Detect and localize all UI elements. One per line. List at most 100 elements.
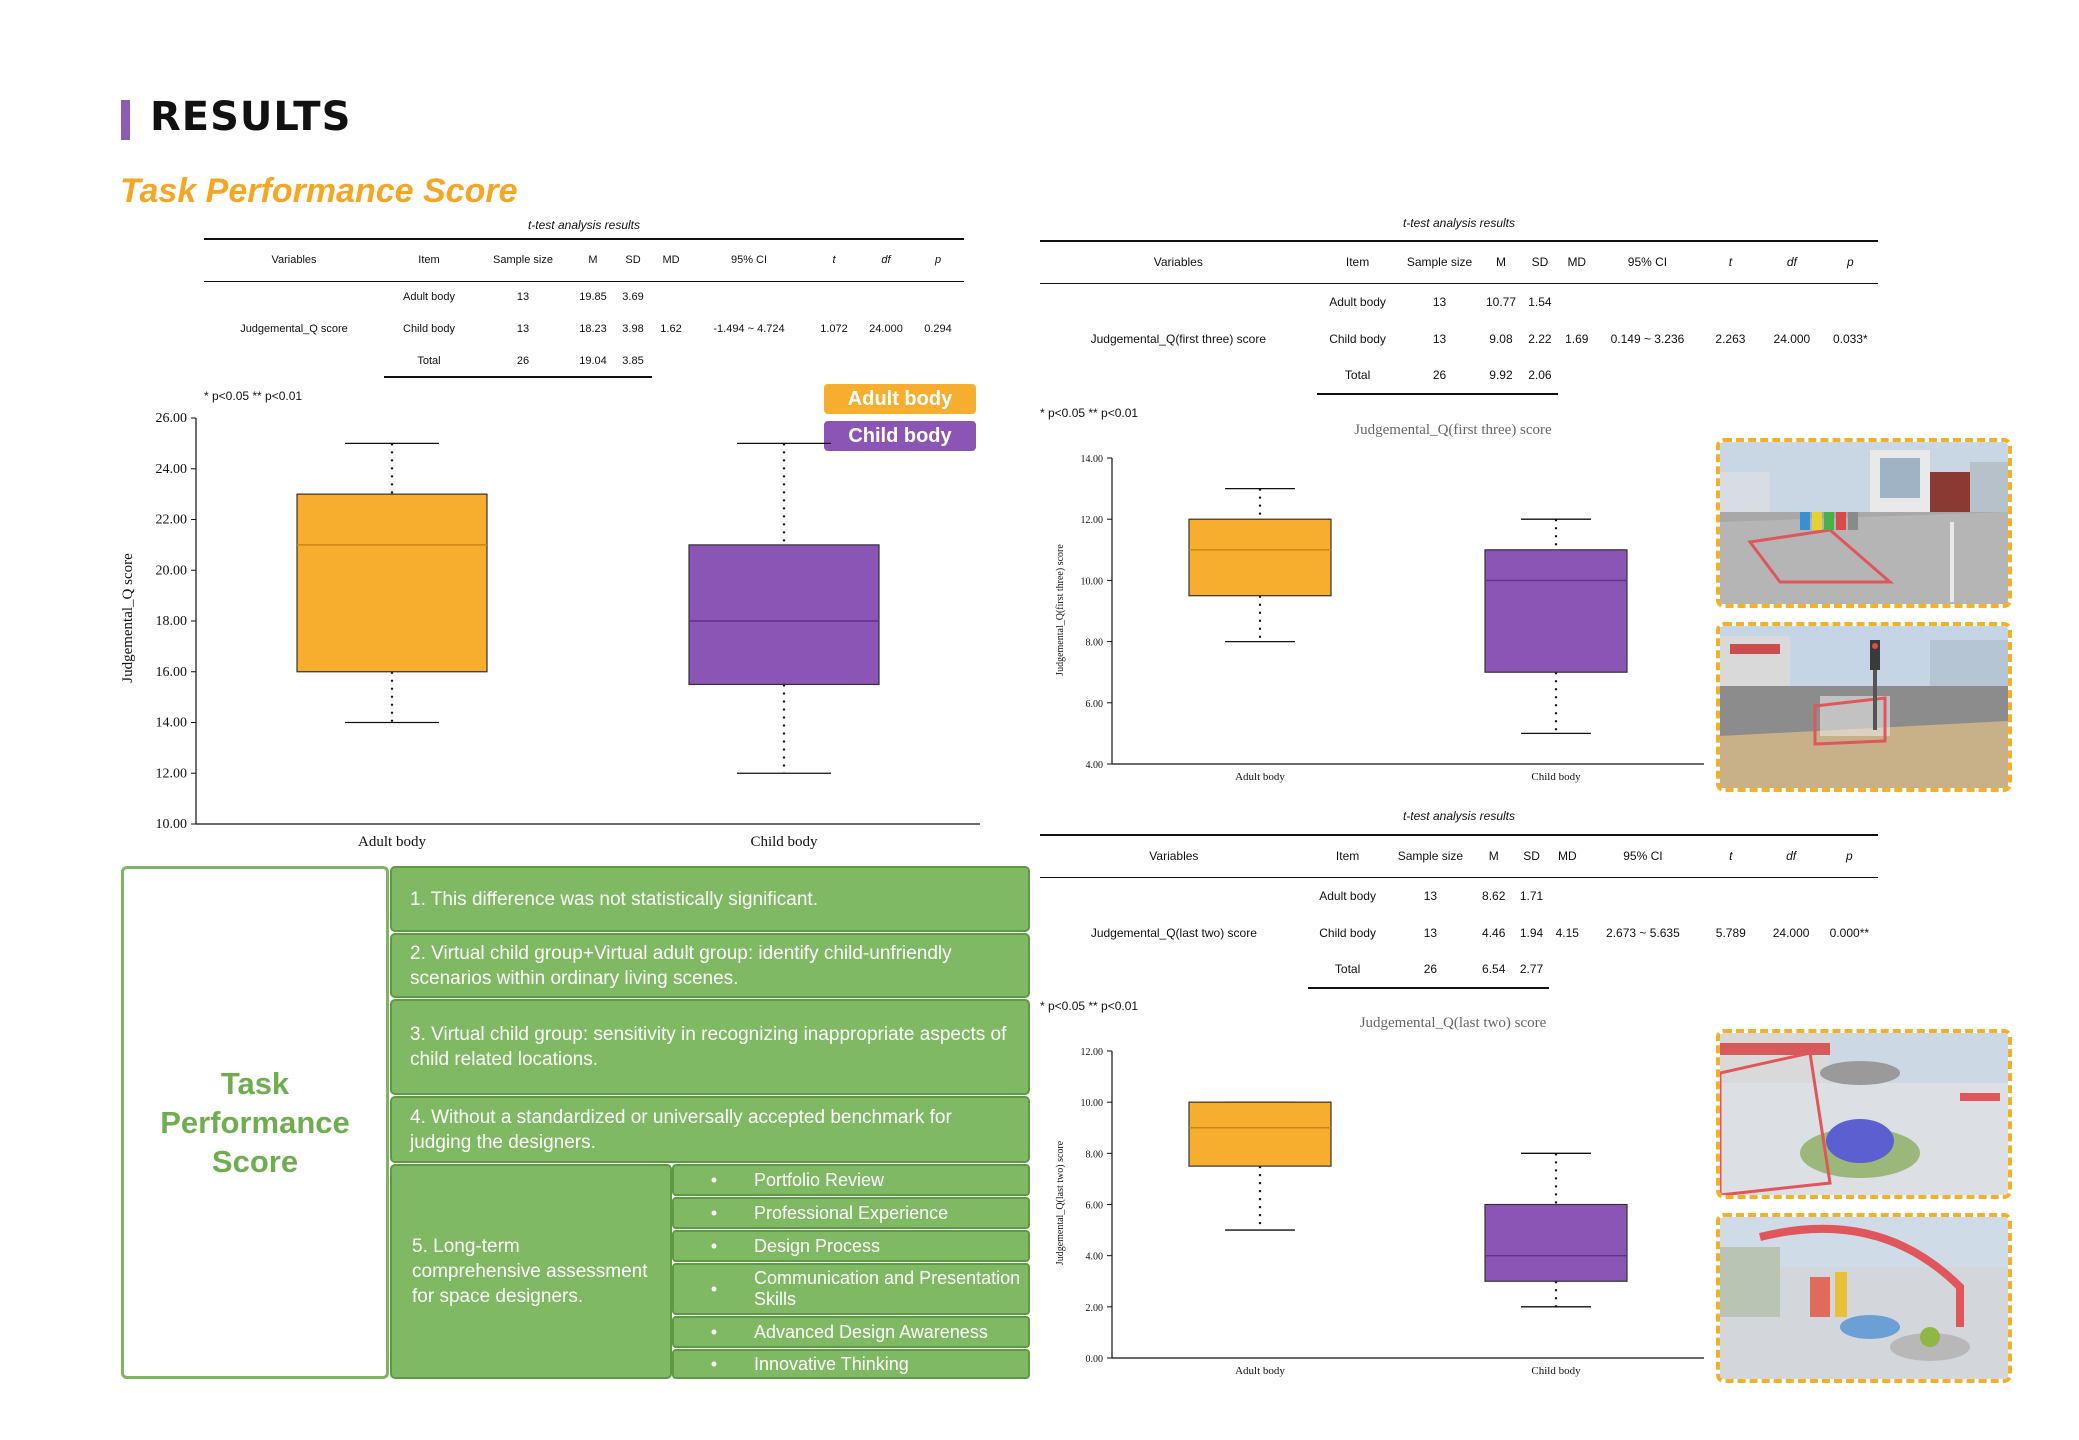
col-header: MD <box>652 238 690 282</box>
col-header: SD <box>614 238 652 282</box>
table-cell: 26 <box>1387 951 1474 989</box>
chart-title: Judgemental_Q(last two) score <box>1360 1015 1547 1031</box>
table-row: Child body 13 4.46 1.94 <box>1040 914 1878 951</box>
col-header: M <box>1480 240 1522 284</box>
street-scene-illustration <box>1720 442 2008 604</box>
section-title: Task Performance Score <box>120 172 518 210</box>
y-tick-label: 12.00 <box>1081 515 1104 526</box>
table-cell: 2.263 <box>1715 331 1746 346</box>
bullet: • <box>710 1202 718 1223</box>
playground-scene-illustration <box>1720 1217 2008 1379</box>
table-cell: 2.06 <box>1521 357 1559 395</box>
col-header: Item <box>384 238 474 282</box>
legend-adult: Adult body <box>824 384 976 414</box>
sub-point-process: • Design Process <box>672 1230 1030 1262</box>
box-child <box>688 544 880 686</box>
col-header: p <box>1820 834 1878 878</box>
y-tick-label: 14.00 <box>156 716 188 731</box>
y-tick-label: 20.00 <box>156 563 188 578</box>
table-cell: 5.789 <box>1715 925 1746 940</box>
chart-title: Judgemental_Q(first three) score <box>1354 422 1552 438</box>
boxplot-last-two: Judgemental_Q(last two) score 0.00 2.00 4.… <box>1040 1013 1710 1377</box>
y-axis-label: Judgemental_Q score <box>120 553 136 683</box>
table-row: Judgemental_Q score Adult body 13 19.85 … <box>204 281 964 335</box>
table-cell: 0.000** <box>1829 925 1870 940</box>
significance-note: * p<0.05 ** p<0.01 <box>1040 999 1139 1013</box>
col-header: df <box>860 238 912 282</box>
col-header: Item <box>1307 834 1388 878</box>
y-tick-label: 22.00 <box>156 513 188 528</box>
col-header: M <box>572 238 614 282</box>
table-row: Total 26 19.04 3.85 <box>204 345 964 378</box>
table-cell: 2.673 ~ 5.635 <box>1606 925 1680 940</box>
col-header: Sample size <box>1387 834 1474 878</box>
y-tick-label: 10.00 <box>1081 1098 1104 1109</box>
variable-cell: Judgemental_Q(first three) score <box>1090 331 1266 346</box>
sub-point-text: Professional Experience <box>754 1202 949 1223</box>
sub-point-text: Design Process <box>754 1235 881 1256</box>
crossing-scene-illustration <box>1720 626 2008 788</box>
table-cell: 13 <box>1423 888 1438 903</box>
table-row: Total 26 9.92 2.06 <box>1040 357 1878 395</box>
table-cell: 24.000 <box>1773 331 1811 346</box>
table-cell: 1.71 <box>1519 888 1544 903</box>
table-caption: t-test analysis results <box>1402 809 1516 823</box>
scene-image-3 <box>1716 1029 2012 1199</box>
box-adult <box>296 493 488 673</box>
table-cell: 10.77 <box>1485 294 1516 309</box>
col-header: 95% CI <box>690 238 808 282</box>
table-cell: 1.54 <box>1528 294 1552 309</box>
bullet: • <box>710 1321 718 1342</box>
summary-point-4: 4. Without a standardized or universally… <box>390 1096 1030 1163</box>
table-cell: -1.494 ~ 4.724 <box>713 323 785 336</box>
y-tick-label: 4.00 <box>1086 1252 1104 1263</box>
page-title: RESULTS <box>150 94 352 140</box>
scene-image-4 <box>1716 1213 2012 1383</box>
table-cell: Child body <box>1329 331 1386 346</box>
table-cell: 24.000 <box>869 323 903 336</box>
boxplot-first-three: Judgemental_Q(first three) score 4.00 6.0… <box>1040 420 1710 783</box>
bullet: • <box>710 1235 718 1256</box>
sub-point-text: Portfolio Review <box>754 1169 885 1190</box>
variable-cell: Judgemental_Q(last two) score <box>1090 925 1257 940</box>
y-tick-label: 6.00 <box>1086 1201 1104 1212</box>
table-caption: t-test analysis results <box>527 218 641 232</box>
y-tick-label: 10.00 <box>1081 576 1104 587</box>
table-cell: 24.000 <box>1772 925 1810 940</box>
x-category-label: Child body <box>1531 1365 1581 1377</box>
y-tick-label: 26.00 <box>156 411 188 426</box>
y-tick-label: 8.00 <box>1086 1149 1104 1160</box>
plaza-scene-illustration <box>1720 1033 2008 1195</box>
table-cell: 13 <box>1423 925 1438 940</box>
table-cell: 13 <box>516 323 530 335</box>
table-cell: 1.94 <box>1519 925 1544 940</box>
boxplot-overall: 10.00 12.00 14.00 16.00 18.00 20.00 22.00 24.00… <box>120 411 980 850</box>
sub-point-innovation: • Innovative Thinking <box>672 1349 1030 1379</box>
col-header: t <box>808 238 860 282</box>
summary-point-text: 1. This difference was not statistically… <box>410 888 818 910</box>
table-caption: t-test analysis results <box>1402 216 1516 230</box>
box-adult <box>1188 518 1332 597</box>
y-axis-label: Judgemental_Q(last two) score <box>1055 1140 1066 1265</box>
box-child <box>1484 1203 1628 1282</box>
y-tick-label: 18.00 <box>156 614 188 629</box>
table-cell: 19.04 <box>572 345 614 378</box>
sub-point-awareness: • Advanced Design Awareness <box>672 1316 1030 1348</box>
table-cell: 19.85 <box>579 291 607 304</box>
table-cell: 18.23 <box>579 323 607 335</box>
table-cell: 6.54 <box>1473 951 1515 989</box>
box-child <box>1484 549 1628 673</box>
table-row: Judgemental_Q(last two) score Adult body… <box>1040 877 1878 940</box>
col-header: 95% CI <box>1595 240 1700 284</box>
summary-title: Task Performance Score <box>160 1064 350 1181</box>
table-cell: Adult body <box>1329 294 1386 309</box>
summary-title-line: Score <box>211 1144 299 1179</box>
col-header: M <box>1473 834 1515 878</box>
table-cell: 1.072 <box>820 323 848 336</box>
summary-point-5: 5. Long-term comprehensive assessment fo… <box>390 1164 672 1379</box>
col-header: 95% CI <box>1585 834 1701 878</box>
ttest-table-overall: Variables Item Sample size M SD MD 95% C… <box>204 238 964 378</box>
sub-point-text: Advanced Design Awareness <box>754 1321 988 1342</box>
scene-image-2 <box>1716 622 2012 792</box>
table-cell: 4.46 <box>1482 925 1506 940</box>
